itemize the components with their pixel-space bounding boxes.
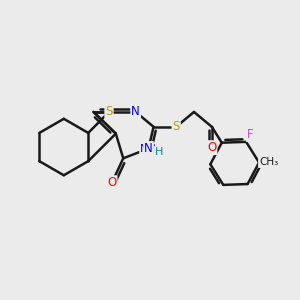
Text: S: S xyxy=(105,106,113,118)
Text: N: N xyxy=(131,106,140,118)
Text: NH: NH xyxy=(140,143,157,154)
Text: S: S xyxy=(172,120,180,133)
Text: O: O xyxy=(107,176,117,189)
Text: O: O xyxy=(207,141,216,154)
Text: F: F xyxy=(247,128,253,141)
Text: H: H xyxy=(155,147,163,157)
Text: CH₃: CH₃ xyxy=(259,157,278,167)
Text: N: N xyxy=(144,142,153,155)
